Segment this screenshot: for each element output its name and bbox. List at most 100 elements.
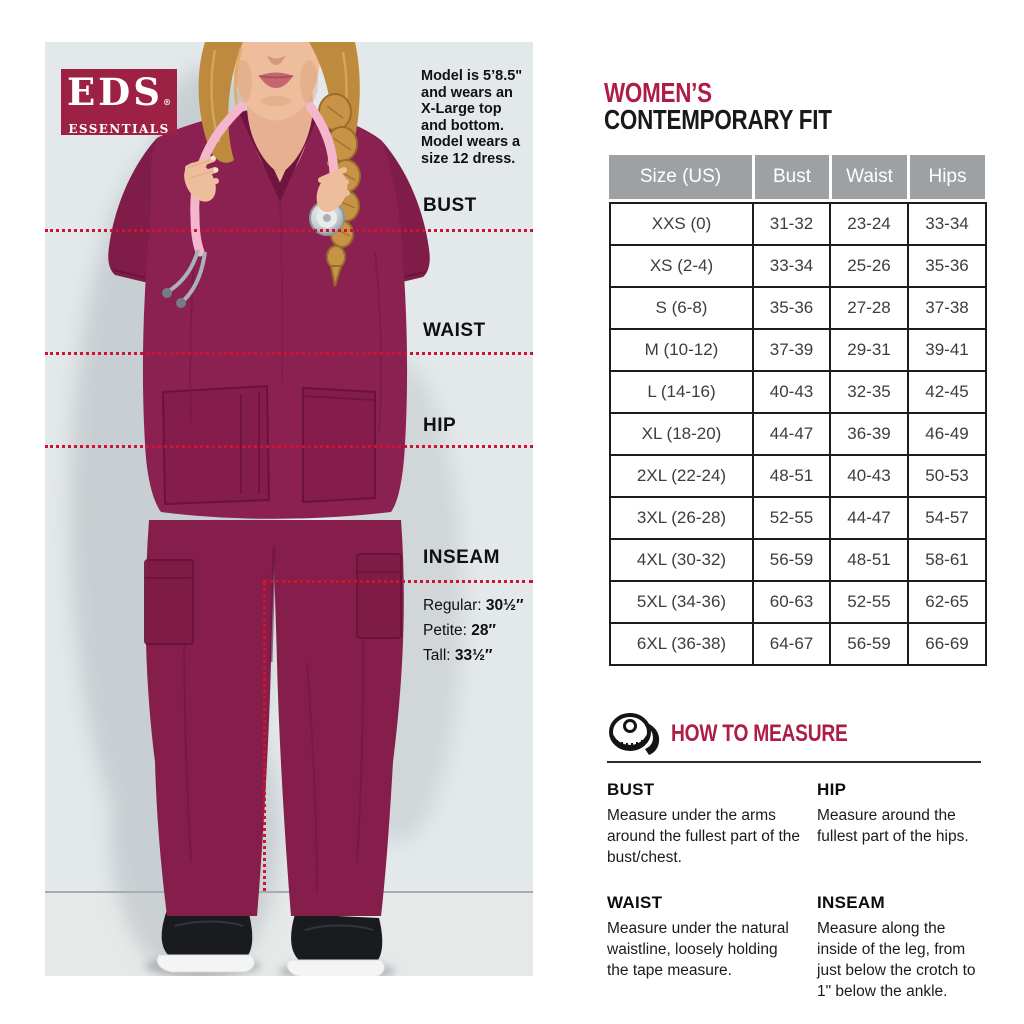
measure-section-title: HIP <box>817 780 847 799</box>
waist-measure-line <box>45 352 533 355</box>
measure-section-text: Measure around the fullest part of the h… <box>817 807 969 845</box>
size-row: XS (2-4) 33-34 25-26 35-36 <box>609 244 987 288</box>
inseam-option: Regular: 30½″ <box>423 593 524 618</box>
size-row: XL (18-20) 44-47 36-39 46-49 <box>609 412 987 456</box>
inseam-option-value: 30½″ <box>485 597 524 614</box>
shoes <box>156 910 385 976</box>
bust-measure-line <box>45 229 533 232</box>
page-title: WOMEN’S CONTEMPORARY FIT <box>604 0 1004 134</box>
inseam-measure-line <box>263 580 533 583</box>
size-cell: XS (2-4) <box>609 244 754 288</box>
size-cell: 40-43 <box>752 370 831 414</box>
size-cell: 32-35 <box>829 370 909 414</box>
size-cell: 66-69 <box>907 622 987 666</box>
registered-mark: ® <box>163 97 171 107</box>
measure-section-text: Measure under the arms around the fulles… <box>607 807 801 866</box>
model-hair <box>198 42 361 287</box>
size-cell: 2XL (22-24) <box>609 454 754 498</box>
logo-wordmark: EDS® <box>66 70 171 114</box>
size-cell: 3XL (26-28) <box>609 496 754 540</box>
column-header: Hips <box>907 155 985 199</box>
size-cell: XXS (0) <box>609 202 754 246</box>
measure-section: BUST Measure under the arms around the fu… <box>607 780 817 868</box>
size-row: XXS (0) 31-32 23-24 33-34 <box>609 202 987 246</box>
size-cell: 52-55 <box>829 580 909 624</box>
size-cell: 48-51 <box>829 538 909 582</box>
size-cell: 46-49 <box>907 412 987 456</box>
size-cell: 58-61 <box>907 538 987 582</box>
size-row: 2XL (22-24) 48-51 40-43 50-53 <box>609 454 987 498</box>
measure-section: HIP Measure around the fullest part of th… <box>817 780 1004 868</box>
title-line2: CONTEMPORARY FIT <box>604 104 832 135</box>
size-cell: 33-34 <box>752 244 831 288</box>
inseam-option-label: Petite: <box>423 622 472 639</box>
size-cell: 44-47 <box>829 496 909 540</box>
size-cell: 42-45 <box>907 370 987 414</box>
size-cell: L (14-16) <box>609 370 754 414</box>
measure-section-text: Measure under the natural waistline, loo… <box>607 920 789 979</box>
size-cell: 40-43 <box>829 454 909 498</box>
measure-section: WAIST Measure under the natural waistline… <box>607 893 817 1002</box>
size-cell: 56-59 <box>829 622 909 666</box>
size-cell: 5XL (34-36) <box>609 580 754 624</box>
size-row: S (6-8) 35-36 27-28 37-38 <box>609 286 987 330</box>
column-header: Waist <box>829 155 907 199</box>
size-row: 3XL (26-28) 52-55 44-47 54-57 <box>609 496 987 540</box>
size-cell: 29-31 <box>829 328 909 372</box>
column-header: Bust <box>752 155 829 199</box>
inseam-label: INSEAM <box>423 547 500 568</box>
size-cell: 60-63 <box>752 580 831 624</box>
size-cell: M (10-12) <box>609 328 754 372</box>
how-to-measure-header: HOW TO MEASURE <box>607 712 1004 756</box>
waist-label: WAIST <box>423 320 486 341</box>
size-cell: 64-67 <box>752 622 831 666</box>
size-cell: 52-55 <box>752 496 831 540</box>
measure-section-title: WAIST <box>607 893 663 912</box>
size-row: 5XL (34-36) 60-63 52-55 62-65 <box>609 580 987 624</box>
size-cell: XL (18-20) <box>609 412 754 456</box>
size-cell: 33-34 <box>907 202 987 246</box>
size-table: Size (US) Bust Waist Hips XXS (0) 31-32 23-24… <box>609 155 987 666</box>
size-cell: 39-41 <box>907 328 987 372</box>
inseam-option-label: Regular: <box>423 597 486 614</box>
model-size-note: Model is 5’8.5" and wears an X-Large top… <box>421 68 523 167</box>
size-cell: 44-47 <box>752 412 831 456</box>
size-cell: 48-51 <box>752 454 831 498</box>
measuring-tape-icon <box>609 713 660 755</box>
title-line1: WOMEN’S <box>604 77 712 108</box>
hip-label: HIP <box>423 415 457 436</box>
size-row: 6XL (36-38) 64-67 56-59 66-69 <box>609 622 987 666</box>
bust-label: BUST <box>423 195 477 216</box>
inseam-option-value: 28″ <box>471 622 496 639</box>
size-row: M (10-12) 37-39 29-31 39-41 <box>609 328 987 372</box>
scrub-pants <box>144 520 404 916</box>
size-cell: S (6-8) <box>609 286 754 330</box>
size-cell: 25-26 <box>829 244 909 288</box>
size-cell: 56-59 <box>752 538 831 582</box>
size-cell: 27-28 <box>829 286 909 330</box>
logo-subtext: ESSENTIALS <box>68 122 170 136</box>
size-cell: 54-57 <box>907 496 987 540</box>
measure-section: INSEAM Measure along the inside of the le… <box>817 893 1004 1002</box>
size-table-header: Size (US) Bust Waist Hips <box>609 155 985 199</box>
size-cell: 36-39 <box>829 412 909 456</box>
inseam-option-value: 33½″ <box>454 647 493 664</box>
inseam-vertical-line <box>263 583 266 891</box>
measure-instructions: BUST Measure under the arms around the fu… <box>607 780 1004 1002</box>
size-cell: 62-65 <box>907 580 987 624</box>
column-header: Size (US) <box>639 166 722 187</box>
size-chart-column: WOMEN’S CONTEMPORARY FIT Size (US) Bust Wa… <box>604 0 1004 1002</box>
inseam-option-label: Tall: <box>423 647 455 664</box>
size-table-body: XXS (0) 31-32 23-24 33-34 XS (2-4) 33-34 25-26… <box>609 202 987 666</box>
inseam-option: Petite: 28″ <box>423 618 524 643</box>
inseam-option: Tall: 33½″ <box>423 643 524 668</box>
inseam-length-options: Regular: 30½″ Petite: 28″ Tall: 33½″ <box>423 593 524 668</box>
how-to-measure-title: HOW TO MEASURE <box>671 720 848 747</box>
model-face <box>231 42 321 174</box>
divider-rule <box>607 761 981 763</box>
size-cell: 35-36 <box>907 244 987 288</box>
model-illustration <box>45 42 533 976</box>
size-row: L (14-16) 40-43 32-35 42-45 <box>609 370 987 414</box>
size-cell: 6XL (36-38) <box>609 622 754 666</box>
